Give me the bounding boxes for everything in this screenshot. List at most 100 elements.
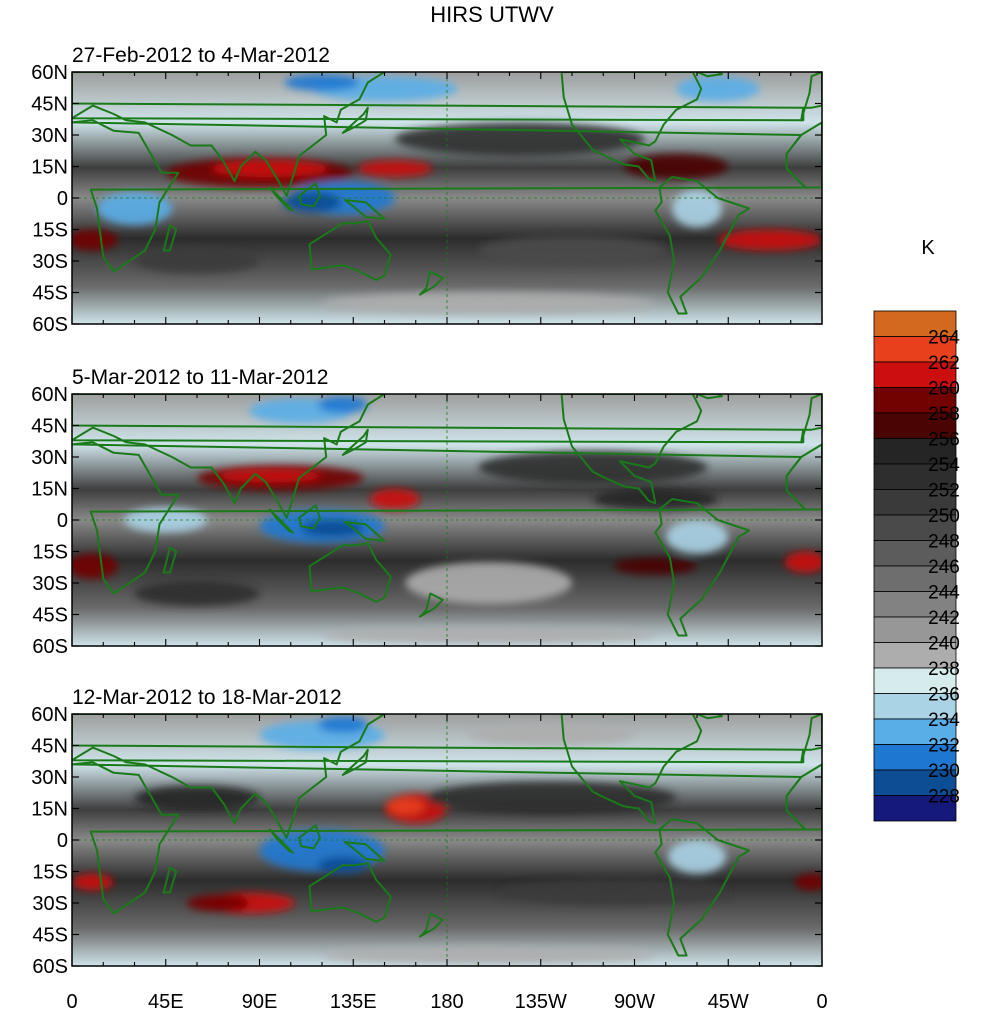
utwv-field <box>72 394 822 646</box>
coastline <box>308 542 392 603</box>
lat-tick-label: 60S <box>32 636 68 658</box>
colorbar-label: 260 <box>928 379 960 400</box>
field-feature <box>322 292 656 314</box>
colorbar-swatch <box>873 412 957 439</box>
lon-tick-label: 0 <box>816 991 827 1013</box>
lat-tick-label: 45S <box>32 283 68 305</box>
coastline <box>268 828 294 854</box>
lat-tick-label: 60N <box>31 384 68 406</box>
panel-date-label: 12-Mar-2012 to 18-Mar-2012 <box>72 686 342 709</box>
lat-tick-label: 30N <box>31 767 68 789</box>
coastline <box>343 521 386 542</box>
colorbar-label: 252 <box>928 481 960 502</box>
field-feature <box>322 947 656 964</box>
coastline <box>162 866 178 894</box>
coastline <box>72 72 805 197</box>
utwv-field <box>72 72 822 324</box>
coastline <box>268 186 294 212</box>
lat-tick-label: 15S <box>32 542 68 564</box>
coastlines <box>72 714 822 957</box>
colorbar-label: 248 <box>928 532 960 553</box>
coastline <box>654 818 751 957</box>
coastline <box>800 394 822 444</box>
field-feature <box>317 396 368 413</box>
coastline <box>785 121 822 189</box>
colorbar-label: 254 <box>928 455 960 476</box>
coastline <box>72 441 807 595</box>
figure-title: HIRS UTWV <box>430 2 554 27</box>
coastline <box>343 199 386 220</box>
field-feature <box>386 798 425 815</box>
colorbar-swatch <box>873 438 957 465</box>
coastline <box>560 714 703 825</box>
colorbar-label: 234 <box>928 710 960 731</box>
lat-tick-label: 15S <box>32 220 68 242</box>
field-feature <box>282 191 341 213</box>
colorbar-label: 264 <box>928 328 960 349</box>
colorbar-label: 236 <box>928 685 960 706</box>
field-feature <box>405 562 572 604</box>
field-feature <box>124 507 208 533</box>
colorbar-label: 228 <box>928 787 960 808</box>
lon-tick-label: 90W <box>614 991 655 1013</box>
colorbar-label: 232 <box>928 736 960 757</box>
colorbar-swatch <box>873 591 957 618</box>
coastline <box>308 220 392 281</box>
coastline <box>308 862 392 923</box>
colorbar-label: 258 <box>928 404 960 425</box>
panel-date-label: 27-Feb-2012 to 4-Mar-2012 <box>72 44 330 67</box>
coastline <box>654 498 751 637</box>
field-feature <box>134 248 260 274</box>
colorbar-label: 250 <box>928 506 960 527</box>
coastline <box>418 270 444 296</box>
field-feature <box>134 785 260 811</box>
utwv-field <box>72 714 822 966</box>
lat-tick-label: 0 <box>57 188 68 210</box>
field-feature <box>394 122 645 156</box>
colorbar-swatch <box>873 744 957 771</box>
lat-tick-label: 45N <box>31 416 68 438</box>
coastline <box>298 182 321 208</box>
coastlines <box>72 72 822 315</box>
colorbar-swatch <box>873 795 957 822</box>
coastline <box>162 224 178 252</box>
field-feature <box>357 160 433 178</box>
colorbar-label: 242 <box>928 608 960 629</box>
field-feature <box>317 716 368 733</box>
field-feature <box>72 553 118 579</box>
lon-tick-label: 90E <box>242 991 278 1013</box>
field-feature <box>667 840 727 874</box>
coastline <box>72 394 805 519</box>
coastline <box>560 72 703 183</box>
coastline <box>418 912 444 938</box>
field-feature <box>322 627 656 644</box>
coastline <box>800 72 822 122</box>
lat-tick-label: 30S <box>32 893 68 915</box>
lat-tick-label: 30N <box>31 125 68 147</box>
colorbar-swatch <box>873 769 957 796</box>
coastline <box>72 761 807 915</box>
field-feature <box>478 235 666 266</box>
lat-tick-label: 15N <box>31 799 68 821</box>
longitude-axis: 0 45E 90E 135E 180 135W 90W 45W 0 <box>66 991 827 1013</box>
map-panels: 27-Feb-2012 to 4-Mar-2012 60N 45N 30N 15N 0 15… <box>31 44 823 978</box>
coastline <box>341 106 369 134</box>
field-feature <box>72 229 118 251</box>
lon-tick-label: 135E <box>330 991 377 1013</box>
coastline <box>298 504 321 530</box>
lat-tick-label: 45N <box>31 94 68 116</box>
coastline <box>341 748 369 776</box>
field-feature <box>97 191 172 226</box>
colorbar: 264 262 260 258 256 254 252 250 248 246 244 242 240 2… <box>873 310 960 822</box>
colorbar-label: 238 <box>928 659 960 680</box>
lat-tick-label: 0 <box>57 510 68 532</box>
field-feature <box>499 879 729 906</box>
colorbar-swatch <box>873 642 957 669</box>
colorbar-label: 262 <box>928 353 960 374</box>
colorbar-swatch <box>873 565 957 592</box>
coastline <box>418 592 444 618</box>
colorbar-unit-label: K <box>921 237 935 259</box>
lat-tick-label: 15N <box>31 479 68 501</box>
field-feature <box>676 76 760 102</box>
